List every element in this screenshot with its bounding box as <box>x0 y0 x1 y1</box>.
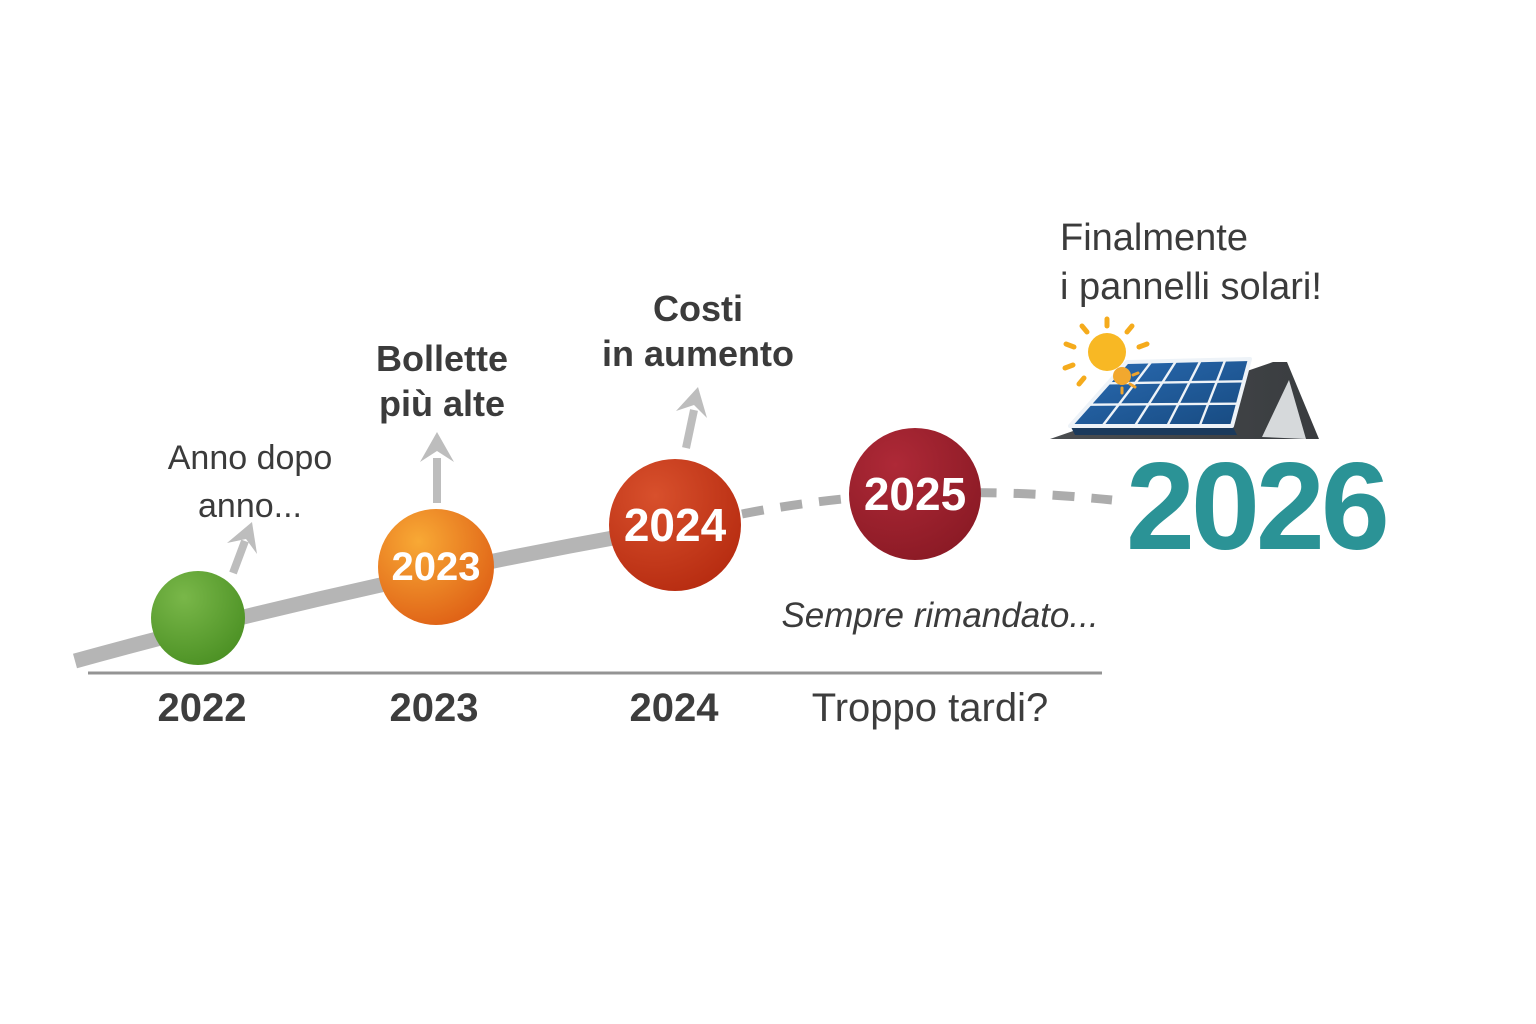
axis-label-too-late: Troppo tardi? <box>811 686 1049 730</box>
solar-panel-roof-icon <box>1050 316 1319 439</box>
timeline-node-2024: 2024 <box>609 459 741 591</box>
axis-label-2024: 2024 <box>629 686 719 730</box>
up-arrow-icon <box>676 387 707 449</box>
axis-label-2022: 2022 <box>157 686 247 730</box>
up-arrow-icon <box>420 432 454 503</box>
timeline-dashed-line <box>741 488 1113 519</box>
timeline-node-2023: 2023 <box>378 509 494 625</box>
annotation-higher-bills: Bollette più alte <box>342 336 542 426</box>
axis-label-2023: 2023 <box>389 686 479 730</box>
annotation-always-postponed: Sempre rimandato... <box>781 596 1099 635</box>
annotation-line: anno... <box>198 487 302 525</box>
sun-icon <box>1113 367 1140 395</box>
annotation-line: più alte <box>378 383 506 424</box>
final-year-2026: 2026 <box>1126 438 1390 576</box>
annotation-line: Anno dopo <box>167 439 333 477</box>
annotation-line: Costi <box>653 288 743 329</box>
annotation-line: in aumento <box>601 333 794 374</box>
up-arrow-icon <box>227 522 257 575</box>
sun-icon <box>1062 316 1151 387</box>
timeline-node-2025: 2025 <box>849 428 981 560</box>
timeline-node-2022 <box>151 571 245 665</box>
annotation-year-after-year: Anno dopo anno... <box>140 434 360 530</box>
annotation-line: i pannelli solari! <box>1060 266 1322 308</box>
annotation-line: Bollette <box>375 338 508 379</box>
timeline-solid-line <box>73 525 642 669</box>
annotation-rising-costs: Costi in aumento <box>588 286 808 376</box>
annotation-finally-solar: Finalmente i pannelli solari! <box>1060 214 1400 312</box>
annotation-line: Finalmente <box>1060 217 1248 259</box>
